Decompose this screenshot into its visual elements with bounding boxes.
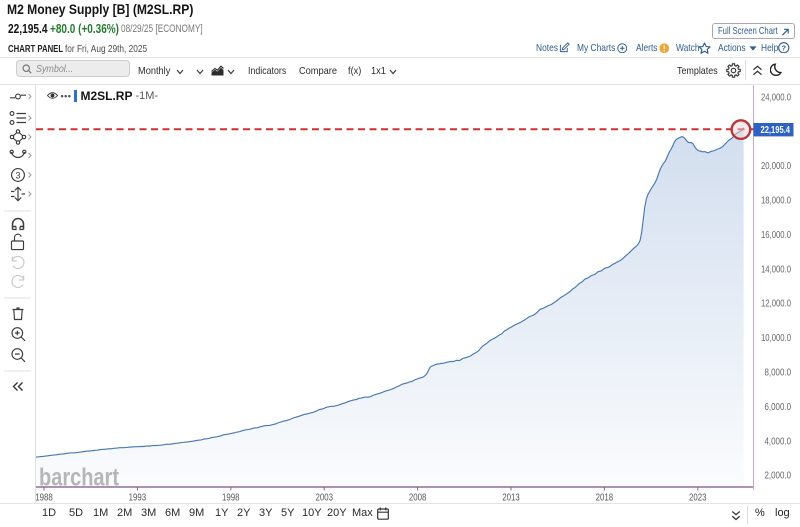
svg-text:3: 3: [15, 170, 20, 180]
svg-text:10,000.0: 10,000.0: [761, 332, 791, 344]
svg-text:1998: 1998: [222, 492, 240, 504]
svg-text:1993: 1993: [129, 492, 147, 504]
svg-text:1988: 1988: [36, 492, 53, 504]
svg-text:20,000.0: 20,000.0: [761, 160, 791, 172]
svg-text:2018: 2018: [596, 492, 614, 504]
svg-text:2003: 2003: [315, 492, 333, 504]
svg-text:4,000.0: 4,000.0: [765, 435, 792, 447]
svg-text:8,000.0: 8,000.0: [765, 367, 792, 379]
svg-text:14,000.0: 14,000.0: [761, 263, 791, 275]
svg-text:24,000.0: 24,000.0: [761, 91, 791, 103]
svg-text:18,000.0: 18,000.0: [761, 195, 791, 207]
svg-text:2013: 2013: [502, 492, 520, 504]
svg-text:?: ?: [781, 43, 786, 52]
svg-text:2023: 2023: [689, 492, 707, 504]
svg-text:2,000.0: 2,000.0: [765, 470, 792, 482]
svg-text:22,195.4: 22,195.4: [761, 125, 791, 136]
svg-text:16,000.0: 16,000.0: [761, 229, 791, 241]
svg-text:6,000.0: 6,000.0: [765, 401, 792, 413]
svg-text:2008: 2008: [409, 492, 427, 504]
svg-text:12,000.0: 12,000.0: [761, 298, 791, 310]
